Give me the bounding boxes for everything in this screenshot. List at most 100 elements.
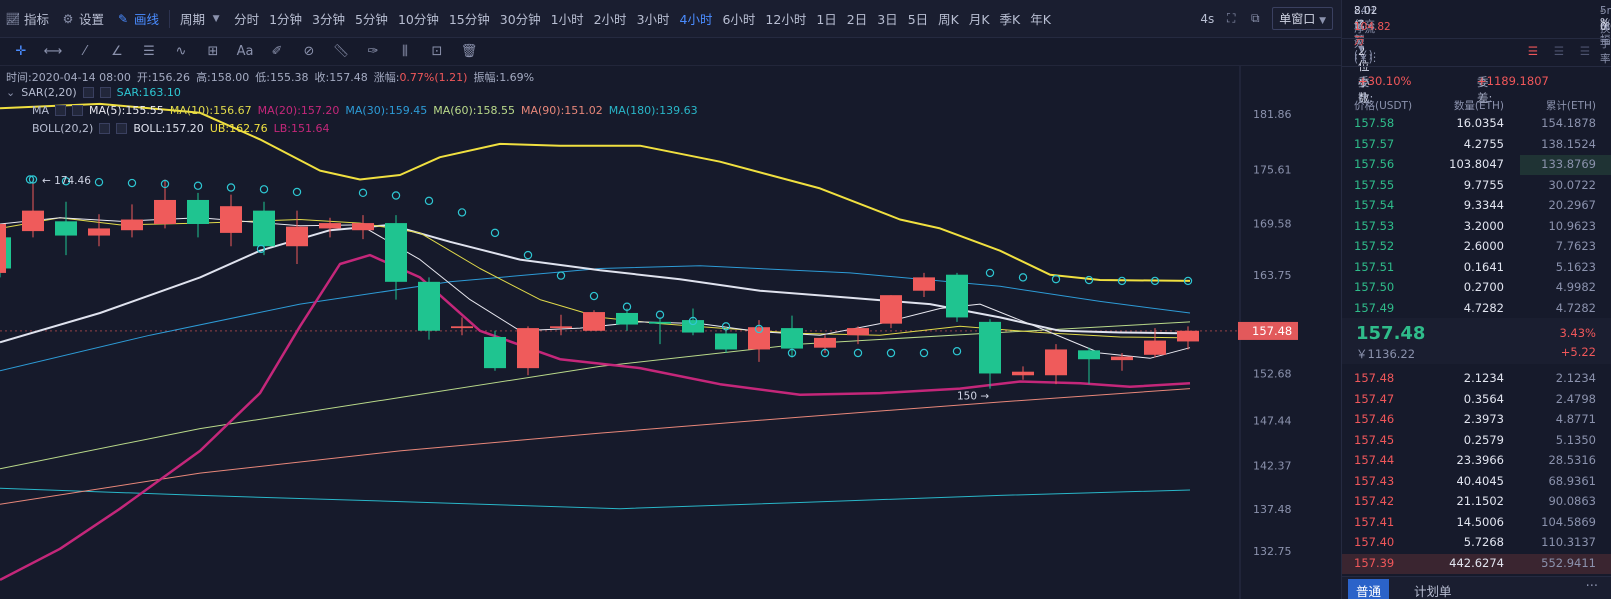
period-option[interactable]: 分时 xyxy=(234,12,260,27)
candle-body xyxy=(319,223,341,229)
ask-row[interactable]: 157.54 9.3344 20.2967 xyxy=(1342,198,1611,216)
top-toolbar: 📈︎ 指标 ⚙ 设置 ✎ 画线 周期 ▼ 分时 1分钟 3分钟 5分钟 10分钟 15分钟… xyxy=(0,0,1341,38)
collapse-chevron-icon[interactable]: ⌄ xyxy=(6,86,16,99)
ask-qty: 2.6000 xyxy=(1463,239,1504,253)
fullscreen-icon[interactable]: ⛶ xyxy=(1227,11,1236,25)
lb-value: LB:151.64 xyxy=(273,122,330,135)
period-dropdown[interactable]: 周期 ▼ xyxy=(174,0,229,37)
current-price-label: 157.48 xyxy=(1252,324,1292,338)
ask-row[interactable]: 157.49 4.7282 4.7282 xyxy=(1342,301,1611,319)
settings-button[interactable]: ⚙ 设置 xyxy=(55,0,110,37)
bid-row[interactable]: 157.48 2.1234 2.1234 xyxy=(1342,371,1611,389)
period-option[interactable]: 30分钟 xyxy=(499,12,541,27)
bid-cum: 90.0863 xyxy=(1548,494,1596,508)
candle-body xyxy=(187,199,209,224)
bid-row[interactable]: 157.40 5.7268 110.3137 xyxy=(1342,535,1611,553)
period-option[interactable]: 1小时 xyxy=(550,12,584,27)
period-option[interactable]: 月K xyxy=(968,12,990,27)
candlestick-chart[interactable]: 181.86 175.61 169.58 163.75 152.68 147.44 142.… xyxy=(0,66,1341,599)
brush-tool-icon[interactable]: ✐ xyxy=(271,44,283,59)
period-option[interactable]: 5分钟 xyxy=(354,12,388,27)
bid-row[interactable]: 157.47 0.3564 2.4798 xyxy=(1342,392,1611,410)
bid-row[interactable]: 157.44 23.3966 28.5316 xyxy=(1342,453,1611,471)
ask-row[interactable]: 157.56 103.8047 133.8769 xyxy=(1342,155,1611,175)
view-both-icon[interactable]: ☰ xyxy=(1527,44,1538,58)
period-option[interactable]: 2小时 xyxy=(593,12,627,27)
ask-qty: 9.7755 xyxy=(1463,177,1504,192)
period-option[interactable]: 年K xyxy=(1030,12,1051,27)
period-option[interactable]: 季K xyxy=(999,12,1021,27)
crosshair-tool-icon[interactable]: ✛ xyxy=(15,44,27,59)
ask-cum: 4.7282 xyxy=(1555,300,1596,315)
trash-icon[interactable]: 🗑︎ xyxy=(460,44,478,59)
wave-tool-icon[interactable]: ∿ xyxy=(175,44,187,59)
ask-row[interactable]: 157.50 0.2700 4.9982 xyxy=(1342,280,1611,298)
ask-row[interactable]: 157.57 4.2755 138.1524 xyxy=(1342,137,1611,155)
period-option[interactable]: 4小时 xyxy=(679,12,713,27)
volume-label: 24H成交额(￥): xyxy=(1354,5,1377,61)
candle-body xyxy=(286,226,308,247)
period-option[interactable]: 1分钟 xyxy=(269,12,303,27)
period-option[interactable]: 3小时 xyxy=(636,12,670,27)
parallel-lines-tool-icon[interactable]: ☰ xyxy=(143,44,155,59)
sar-dot xyxy=(94,177,104,187)
trend-line-tool-icon[interactable]: ⁄ xyxy=(83,44,87,59)
bid-row[interactable]: 157.43 40.4045 68.9361 xyxy=(1342,474,1611,492)
legend-settings-icon[interactable] xyxy=(55,105,67,116)
grid-tool-icon[interactable]: ⊞ xyxy=(207,44,219,59)
period-option[interactable]: 3日 xyxy=(877,12,898,27)
tab-plan[interactable]: 计划单 xyxy=(1414,584,1452,599)
indicator-button[interactable]: 📈︎ 指标 xyxy=(0,0,55,37)
sar-dot xyxy=(457,208,467,217)
period-option[interactable]: 2日 xyxy=(846,12,868,27)
view-asks-icon[interactable]: ☰ xyxy=(1579,44,1590,58)
magnet-tool-icon[interactable]: ⊘ xyxy=(303,44,315,59)
draw-button[interactable]: ✎ 画线 xyxy=(110,0,165,37)
bid-row[interactable]: 157.45 0.2579 5.1350 xyxy=(1342,433,1611,451)
period-option[interactable]: 5日 xyxy=(907,12,929,27)
period-option[interactable]: 15分钟 xyxy=(448,12,490,27)
sar-dot xyxy=(754,324,764,334)
bid-row[interactable]: 157.41 14.5006 104.5869 xyxy=(1342,515,1611,533)
text-tool-icon[interactable]: Aa xyxy=(236,44,254,59)
bid-cum: 552.9411 xyxy=(1541,555,1596,570)
ask-row[interactable]: 157.52 2.6000 7.7623 xyxy=(1342,239,1611,257)
chart-area[interactable]: 181.86 175.61 169.58 163.75 152.68 147.44 142.… xyxy=(0,66,1341,599)
legend-close-icon[interactable] xyxy=(116,123,128,134)
bid-row[interactable]: 157.39 442.6274 552.9411 xyxy=(1342,553,1611,574)
last-pct: 3.43% xyxy=(1559,326,1596,340)
lock-tool-icon[interactable]: ⊡ xyxy=(431,44,443,59)
legend-settings-icon[interactable] xyxy=(99,123,111,134)
period-option[interactable]: 3分钟 xyxy=(312,12,345,27)
view-bids-icon[interactable]: ☰ xyxy=(1553,44,1564,58)
ask-row[interactable]: 157.55 9.7755 30.0722 xyxy=(1342,178,1611,196)
diff-label: 委差: xyxy=(1477,75,1493,105)
boll-upper-line xyxy=(0,102,1191,282)
more-icon[interactable]: ··· xyxy=(1585,579,1598,594)
tab-normal[interactable]: 普通 xyxy=(1348,579,1390,599)
popout-icon[interactable]: ⧉ xyxy=(1250,11,1260,25)
candle-body xyxy=(220,206,242,233)
ask-row[interactable]: 157.58 16.0354 154.1878 xyxy=(1342,116,1611,134)
legend-settings-icon[interactable] xyxy=(82,87,94,98)
sar-dot xyxy=(820,348,830,358)
eraser-tool-icon[interactable]: ✑ xyxy=(367,44,379,59)
period-option[interactable]: 10分钟 xyxy=(397,12,439,27)
legend-close-icon[interactable] xyxy=(99,87,111,98)
ask-row[interactable]: 157.53 3.2000 10.9623 xyxy=(1342,219,1611,237)
period-option[interactable]: 1日 xyxy=(816,12,837,27)
divider xyxy=(1342,66,1611,67)
window-mode-select[interactable]: 单窗口 ▼ xyxy=(1272,7,1333,30)
ruler-tool-icon[interactable]: 📏︎ xyxy=(332,44,350,59)
period-option[interactable]: 周K xyxy=(938,12,959,27)
bid-row[interactable]: 157.42 21.1502 90.0863 xyxy=(1342,494,1611,512)
bars-tool-icon[interactable]: ⫼ xyxy=(402,44,408,59)
horizontal-line-tool-icon[interactable]: ⟷ xyxy=(43,44,63,59)
ask-row[interactable]: 157.51 0.1641 5.1623 xyxy=(1342,260,1611,278)
legend-close-icon[interactable] xyxy=(72,105,84,116)
period-option[interactable]: 6小时 xyxy=(722,12,756,27)
period-option[interactable]: 12小时 xyxy=(765,12,807,27)
ask-price: 157.56 xyxy=(1354,157,1395,171)
angle-tool-icon[interactable]: ∠ xyxy=(111,44,123,59)
bid-row[interactable]: 157.46 2.3973 4.8771 xyxy=(1342,412,1611,430)
